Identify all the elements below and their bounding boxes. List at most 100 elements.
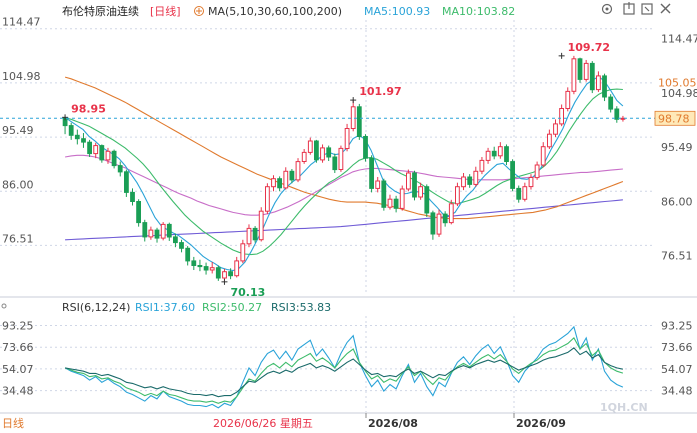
candle	[620, 115, 626, 122]
candle-body	[547, 133, 552, 148]
pin-icon[interactable]	[1, 303, 7, 309]
candle	[271, 175, 276, 192]
ma-right-label: 105.05	[658, 77, 697, 90]
candle-body	[418, 186, 424, 198]
candle	[442, 211, 448, 227]
candle	[596, 71, 601, 92]
rsi-header: RSI(6,12,24) RSI1:37.60 RSI2:50.27 RSI3:…	[1, 301, 331, 314]
rsi-tick-left: 93.25	[2, 319, 34, 332]
rsi-tick-right: 73.66	[661, 341, 693, 354]
rsi3-line	[65, 347, 624, 398]
candle	[504, 144, 509, 165]
candle	[547, 129, 552, 150]
candle-body	[179, 242, 184, 249]
ma10-value-label: MA10:103.82	[442, 5, 515, 18]
rsi2-line	[64, 337, 624, 404]
candle-body	[461, 176, 466, 188]
candle	[68, 122, 74, 140]
candle-body	[215, 267, 221, 279]
close-icon[interactable]	[660, 3, 671, 14]
candle-body	[173, 236, 178, 244]
date-tick-sep: 2026/09	[516, 417, 566, 430]
candle	[338, 145, 344, 172]
candle-body	[565, 90, 571, 110]
candle	[332, 153, 338, 173]
candle-body	[553, 123, 558, 135]
candle	[461, 172, 466, 191]
fullscreen-icon[interactable]	[641, 3, 653, 15]
candle	[93, 142, 99, 159]
candle-body	[491, 150, 497, 157]
candle	[130, 188, 135, 206]
candle-body	[99, 145, 105, 161]
candle	[491, 146, 497, 160]
candle-body	[160, 223, 166, 239]
price-axis: 114.47 114.47 104.98 104.98 95.49 95.49 86.00 8…	[0, 16, 697, 262]
candle	[497, 142, 503, 159]
add-indicator-icon[interactable]	[194, 6, 204, 16]
candle	[326, 145, 332, 161]
highlighted-date: 2026/06/26 星期五	[213, 417, 313, 430]
candle	[240, 239, 246, 264]
candles	[62, 55, 626, 282]
candle-body	[369, 157, 375, 189]
candle	[602, 73, 607, 102]
candle	[356, 103, 362, 140]
candle	[252, 226, 258, 243]
price-tick-right: 95.49	[661, 141, 693, 154]
candle-body	[375, 180, 381, 189]
candle-body	[479, 159, 485, 172]
candle-body	[467, 176, 473, 185]
ma-settings-label[interactable]: MA(5,10,30,60,100,200)	[208, 5, 342, 18]
candle	[166, 222, 172, 241]
candle	[528, 174, 534, 190]
candle	[136, 199, 141, 227]
candle	[197, 259, 203, 272]
candle	[399, 185, 405, 211]
candle	[516, 185, 522, 203]
date-axis: 日线 2026/06/26 星期五 2026/08 2026/09	[2, 413, 566, 430]
candle-body	[301, 151, 307, 162]
candle	[117, 161, 123, 177]
candle-body	[87, 141, 92, 155]
annotation-label: 101.97	[359, 85, 401, 98]
rsi-settings-label[interactable]: RSI(6,12,24)	[62, 301, 130, 314]
candle-body	[620, 117, 626, 120]
candle-body	[522, 186, 528, 200]
candle	[406, 169, 411, 192]
candle	[209, 262, 215, 274]
candle-body	[222, 271, 227, 279]
rsi-axis: 93.25 93.25 73.66 73.66 54.07 54.07 34.48 34.48	[2, 319, 693, 397]
candle	[553, 119, 558, 138]
candle-body	[93, 145, 99, 155]
price-tick-left: 95.49	[2, 124, 34, 137]
price-tick-right: 76.51	[661, 249, 693, 262]
candle	[418, 182, 424, 200]
rsi-tick-left: 34.48	[2, 385, 34, 398]
candle-body	[240, 243, 246, 262]
candle-body	[534, 164, 540, 179]
candle-body	[191, 260, 197, 266]
candle	[148, 226, 154, 240]
rsi1-value-label: RSI1:37.60	[135, 301, 195, 314]
candle	[522, 182, 528, 202]
price-annotations: 98.95 101.97 70.13 109.72	[62, 41, 610, 299]
candle	[320, 144, 325, 163]
candle-body	[528, 177, 534, 188]
candle-body	[136, 201, 141, 224]
candle	[510, 159, 516, 192]
candle	[265, 183, 270, 215]
candle	[191, 256, 197, 271]
candle	[577, 57, 583, 83]
candle	[283, 167, 289, 190]
rsi-tick-left: 73.66	[2, 341, 34, 354]
share-icon[interactable]	[623, 2, 635, 15]
candle-body	[246, 227, 252, 245]
period-selector[interactable]: [日线]	[150, 4, 181, 18]
candle-body	[363, 136, 368, 159]
candle	[215, 265, 221, 281]
candle-body	[197, 265, 203, 268]
price-tick-right: 114.47	[661, 33, 697, 46]
settings-icon[interactable]	[601, 3, 613, 15]
